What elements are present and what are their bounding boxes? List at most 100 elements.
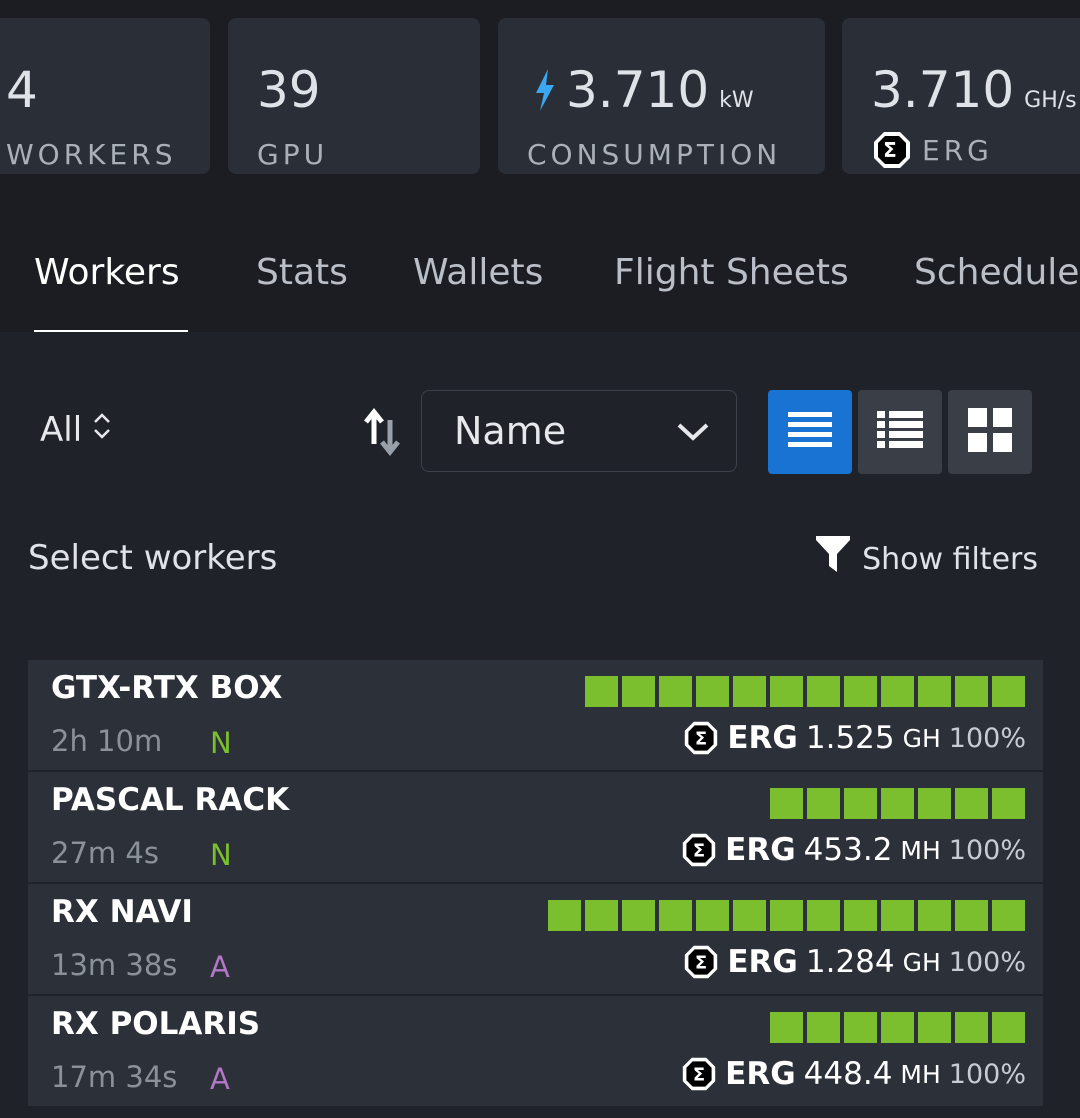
worker-name: RX POLARIS [51, 1006, 261, 1042]
gpu-status-cell [844, 788, 877, 819]
gpu-status-cell [622, 900, 655, 931]
stat-card-consumption[interactable]: 3.710 kW CONSUMPTION [498, 18, 825, 174]
worker-name: RX NAVI [51, 894, 193, 930]
tab-workers[interactable]: Workers [34, 252, 180, 293]
hashrate-value: 453.2 [803, 832, 893, 868]
stat-value-row: 3.710 GH/s [871, 62, 1077, 129]
gpu-status-cell [696, 900, 729, 931]
stat-label: WORKERS [6, 138, 177, 171]
show-filters-button[interactable]: Show filters [816, 536, 1038, 582]
stat-unit: GH/s [1024, 88, 1077, 113]
gpu-status-cell [881, 1012, 914, 1043]
gpu-status-cell [844, 1012, 877, 1043]
gpu-status-cell [770, 900, 803, 931]
hashrate-unit: MH [900, 1059, 941, 1089]
sort-field-select[interactable]: Name [421, 390, 737, 472]
tab-wallets[interactable]: Wallets [413, 252, 544, 293]
stat-label: GPU [257, 138, 329, 171]
grid-view-button[interactable] [948, 390, 1032, 474]
sort-field-value: Name [454, 409, 567, 453]
worker-row[interactable]: RX POLARIS 17m 34s A Σ ERG 448.4 MH 100% [28, 996, 1043, 1106]
gpu-status-cell [844, 900, 877, 931]
compact-list-view-button[interactable] [858, 390, 942, 474]
hashrate-percent: 100% [948, 1058, 1026, 1090]
worker-row[interactable]: PASCAL RACK 27m 4s N Σ ERG 453.2 MH 100% [28, 772, 1043, 882]
gpu-brand-badge: N [210, 838, 232, 872]
stat-label-row: Σ ERG [872, 130, 993, 170]
erg-coin-icon: Σ [683, 944, 719, 980]
hashrate-line: Σ ERG 453.2 MH 100% [681, 832, 1026, 868]
hashrate-line: Σ ERG 1.284 GH 100% [683, 944, 1026, 980]
gpu-status-cell [548, 900, 581, 931]
gpu-status-cell [918, 900, 951, 931]
gpu-status-cell [918, 788, 951, 819]
hashrate-percent: 100% [948, 946, 1026, 978]
stat-card-erg[interactable]: 3.710 GH/s Σ ERG [842, 18, 1080, 174]
erg-coin-icon: Σ [681, 832, 717, 868]
erg-coin-icon: Σ [681, 1056, 717, 1092]
gpu-status-cell [992, 1012, 1025, 1043]
up-down-chevron-icon [92, 410, 112, 450]
hashrate-value: 448.4 [803, 1056, 893, 1092]
worker-row[interactable]: GTX-RTX BOX 2h 10m N Σ ERG 1.525 GH 100% [28, 660, 1043, 770]
gpu-status-cell [955, 900, 988, 931]
stat-card-workers[interactable]: 4 WORKERS [0, 18, 210, 174]
stat-value-row: 3.710 kW [534, 62, 754, 129]
worker-uptime: 13m 38s [51, 948, 178, 982]
gpu-status-cell [992, 900, 1025, 931]
gpu-status-bar [770, 1012, 1025, 1043]
worker-filter-select[interactable]: All [40, 410, 112, 450]
worker-row[interactable]: RX NAVI 13m 38s A Σ ERG 1.284 GH 100% [28, 884, 1043, 994]
hashrate-line: Σ ERG 448.4 MH 100% [681, 1056, 1026, 1092]
gpu-status-cell [770, 676, 803, 707]
stat-value: 4 [6, 61, 38, 119]
gpu-status-cell [955, 788, 988, 819]
gpu-status-cell [881, 900, 914, 931]
summary-stats: 4 WORKERS 39 GPU 3.710 kW CONSUMPTION 3.7… [0, 0, 1080, 196]
svg-text:Σ: Σ [883, 138, 901, 162]
funnel-icon [816, 536, 851, 582]
hashrate-unit: MH [900, 835, 941, 865]
grid-view-icon [968, 408, 1012, 456]
sort-direction-icon[interactable] [362, 404, 402, 460]
filter-label: All [40, 410, 83, 450]
coin-name: ERG [725, 1056, 796, 1092]
gpu-status-cell [585, 676, 618, 707]
gpu-status-cell [992, 676, 1025, 707]
stat-value: 39 [257, 61, 321, 119]
stat-value: 3.710 [871, 61, 1015, 119]
list-view-icon [788, 410, 832, 454]
stat-card-gpu[interactable]: 39 GPU [228, 18, 480, 174]
gpu-status-cell [733, 900, 766, 931]
svg-text:Σ: Σ [693, 840, 705, 861]
gpu-brand-badge: N [210, 726, 232, 760]
stat-label: CONSUMPTION [527, 138, 782, 171]
bolt-icon [534, 66, 556, 122]
gpu-status-cell [807, 788, 840, 819]
stat-label-text: ERG [922, 133, 993, 167]
tab-schedule[interactable]: Schedule [914, 252, 1080, 293]
tab-stats[interactable]: Stats [256, 252, 348, 293]
hashrate-unit: GH [902, 723, 941, 753]
hashrate-value: 1.284 [805, 944, 895, 980]
coin-name: ERG [727, 720, 798, 756]
worker-name: GTX-RTX BOX [51, 670, 283, 706]
gpu-status-bar [770, 788, 1025, 819]
hashrate-percent: 100% [948, 722, 1026, 754]
gpu-status-bar [585, 676, 1025, 707]
gpu-status-cell [659, 900, 692, 931]
hashrate-value: 1.525 [805, 720, 895, 756]
stat-unit: kW [719, 88, 754, 113]
active-tab-indicator [34, 330, 188, 332]
tab-flight-sheets[interactable]: Flight Sheets [614, 252, 849, 293]
gpu-status-cell [585, 900, 618, 931]
gpu-status-cell [770, 1012, 803, 1043]
select-workers-button[interactable]: Select workers [28, 538, 278, 578]
hashrate-line: Σ ERG 1.525 GH 100% [683, 720, 1026, 756]
gpu-status-cell [696, 676, 729, 707]
erg-coin-icon: Σ [872, 130, 912, 170]
list-view-button[interactable] [768, 390, 852, 474]
chevron-down-icon [676, 421, 710, 447]
gpu-status-cell [733, 676, 766, 707]
gpu-status-cell [918, 1012, 951, 1043]
